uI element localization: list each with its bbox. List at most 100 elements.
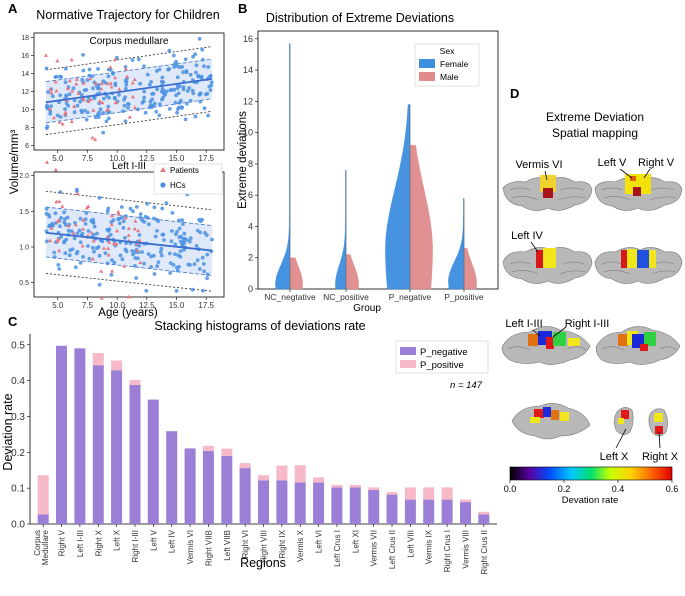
- legend-title: Sex: [440, 46, 455, 56]
- legend-male: Male: [440, 72, 459, 82]
- hc-point: [160, 206, 165, 211]
- hc-point: [105, 227, 110, 232]
- bar-p-negative: [37, 514, 49, 524]
- hc-point: [123, 95, 127, 100]
- hc-point: [150, 92, 155, 96]
- x-tick-label: 7.5: [82, 301, 94, 310]
- hc-point: [142, 89, 147, 94]
- hc-point: [67, 92, 72, 97]
- patient-point: [74, 77, 79, 81]
- hc-point: [164, 201, 169, 206]
- y-tick-label: 16: [21, 53, 29, 60]
- hc-point: [142, 220, 147, 224]
- patient-point: [138, 260, 143, 264]
- hc-point: [58, 224, 62, 229]
- hc-point: [157, 113, 162, 118]
- hc-point: [58, 190, 63, 195]
- hc-point: [75, 231, 80, 236]
- x-tick-label: 12.5: [139, 301, 155, 310]
- bar-p-negative: [92, 365, 104, 524]
- hc-point: [118, 253, 123, 258]
- patient-point: [60, 204, 65, 208]
- y-tick-label: 14: [243, 65, 253, 75]
- subplot-title: Left I-III: [112, 161, 146, 172]
- hc-point: [81, 68, 86, 73]
- y-tick-label: 12: [243, 96, 253, 106]
- brain-slice-row4-mid: [613, 407, 634, 435]
- patient-point: [60, 121, 65, 126]
- hc-point: [66, 228, 71, 233]
- x-tick-label: Right VIII: [260, 530, 269, 563]
- hc-point: [170, 211, 175, 215]
- hc-point: [133, 264, 137, 268]
- hc-point: [158, 102, 162, 107]
- patient-point: [136, 228, 141, 233]
- bar-p-negative: [258, 480, 269, 524]
- hc-point: [202, 64, 206, 69]
- patient-point: [99, 269, 104, 273]
- hc-point: [92, 249, 96, 254]
- patient-point: [76, 91, 81, 95]
- hc-point: [52, 255, 57, 259]
- hc-point: [156, 219, 161, 224]
- bar-p-negative: [202, 450, 214, 524]
- patient-point: [81, 218, 86, 222]
- x-tick-label: Left IV: [168, 529, 177, 553]
- y-tick-label: 12: [21, 89, 29, 96]
- hc-point: [72, 236, 77, 241]
- hc-point: [84, 211, 89, 215]
- hc-point: [53, 211, 58, 216]
- hc-point: [116, 217, 120, 222]
- patient-point: [49, 90, 54, 95]
- hc-point: [106, 116, 111, 121]
- hc-point: [121, 109, 125, 114]
- bar-p-negative: [404, 499, 416, 524]
- hc-point: [194, 70, 198, 75]
- hc-point: [143, 110, 148, 115]
- y-tick-label: 8: [248, 159, 253, 169]
- hc-point: [177, 226, 182, 231]
- panel-d-title-line1: Extreme Deviation: [546, 110, 644, 124]
- hc-point: [160, 232, 165, 237]
- legend-patients: Patients: [170, 166, 199, 175]
- hc-point: [209, 80, 214, 85]
- hc-point: [197, 92, 202, 97]
- bar-p-positive: [349, 484, 361, 488]
- hc-point: [101, 130, 106, 135]
- hc-point: [117, 93, 121, 97]
- y-tick-label: 0.5: [11, 340, 25, 351]
- patient-point: [70, 88, 75, 93]
- hc-point: [63, 107, 67, 112]
- bar-p-positive: [478, 511, 490, 515]
- hc-point: [111, 71, 115, 76]
- hc-point: [149, 105, 154, 110]
- bar-p-positive: [423, 487, 435, 500]
- hc-point: [103, 80, 108, 85]
- patient-point: [90, 135, 95, 140]
- bar-p-positive: [294, 465, 306, 483]
- hc-point: [55, 113, 60, 118]
- brain-slice-row2-left: [502, 247, 593, 284]
- hc-point: [175, 86, 180, 91]
- patient-point: [132, 77, 137, 81]
- hc-point: [142, 261, 147, 266]
- hc-point: [144, 288, 149, 293]
- x-tick-label: Left Crus I: [333, 530, 342, 567]
- y-tick-label: 6: [25, 143, 29, 150]
- bar-p-positive: [37, 475, 49, 515]
- patient-point: [55, 237, 60, 242]
- x-tick-label: Left VIIB: [223, 530, 232, 561]
- hc-point: [106, 74, 111, 79]
- hc-point: [193, 114, 198, 119]
- hc-point: [130, 249, 135, 253]
- hc-point: [210, 237, 214, 242]
- subplot-corpus-medullare: 6 8 10 12 14 16 18 5.0 7.5 10.0 12.5 15.0 17.5 Corpus…: [21, 32, 225, 164]
- patient-point: [127, 115, 132, 119]
- patient-point: [63, 110, 68, 114]
- hc-point: [85, 78, 90, 82]
- hc-point: [158, 250, 163, 254]
- centile-line: [45, 58, 213, 82]
- panel-letter-d: D: [510, 86, 519, 101]
- hc-point: [154, 69, 159, 73]
- bar-p-negative: [147, 399, 159, 524]
